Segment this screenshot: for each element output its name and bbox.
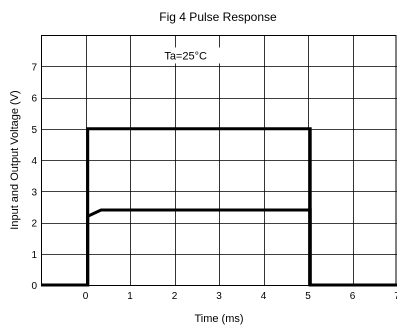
x-axis-label: Time (ms) xyxy=(194,313,243,325)
x-tick-label: 0 xyxy=(83,291,89,302)
series-line-2 xyxy=(41,208,397,287)
tick-labels: 0 1 2 3 4 5 6 7 0 1 2 3 4 5 6 7 xyxy=(31,62,397,302)
x-tick-label: 1 xyxy=(127,291,133,302)
y-tick-label: 1 xyxy=(31,250,37,261)
series-group xyxy=(41,127,397,287)
y-tick-label: 3 xyxy=(31,187,37,198)
plot-frame xyxy=(41,35,397,286)
chart-title: Fig 4 Pulse Response xyxy=(159,10,277,24)
x-tick-label: 6 xyxy=(350,291,356,302)
y-tick-label: 7 xyxy=(31,62,37,73)
y-tick-label: 4 xyxy=(31,156,37,167)
series-line-1 xyxy=(41,127,397,287)
annotation-background xyxy=(145,47,226,64)
y-axis-label: Input and Output Voltage (V) xyxy=(9,90,21,229)
y-tick-label: 2 xyxy=(31,219,37,230)
y-tick-label: 5 xyxy=(31,125,37,136)
x-tick-label: 5 xyxy=(305,291,311,302)
y-tick-label: 0 xyxy=(31,281,37,292)
x-tick-label: 3 xyxy=(216,291,222,302)
y-tick-label: 6 xyxy=(31,94,37,105)
grid xyxy=(41,35,397,285)
x-tick-label: 4 xyxy=(261,291,267,302)
x-tick-label: 7 xyxy=(394,291,397,302)
temperature-annotation: Ta=25°C xyxy=(164,50,207,62)
x-tick-label: 2 xyxy=(172,291,178,302)
